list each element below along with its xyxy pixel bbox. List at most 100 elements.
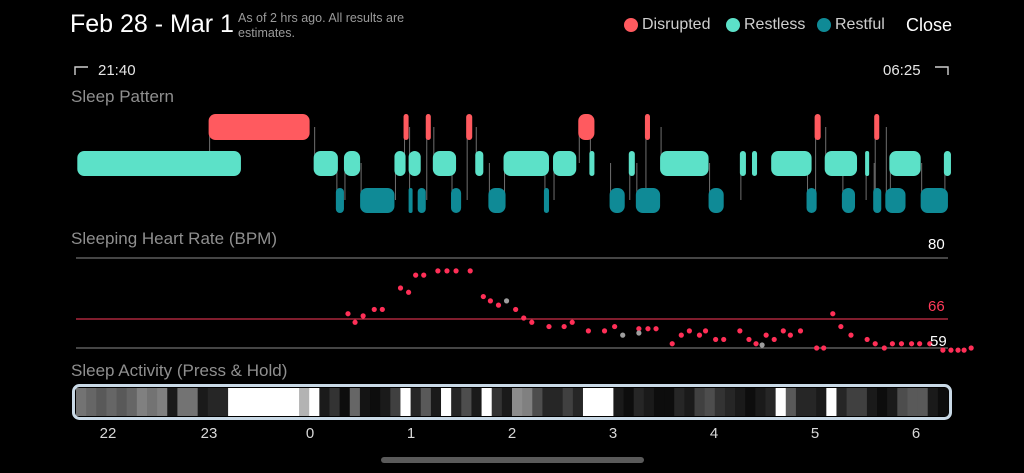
activity-cell bbox=[806, 388, 817, 416]
sleep-stage-restful bbox=[335, 188, 344, 213]
activity-cell bbox=[532, 388, 544, 416]
activity-cell bbox=[390, 388, 402, 416]
activity-cell bbox=[258, 388, 270, 416]
heart-rate-point-gray bbox=[759, 342, 765, 348]
activity-cell bbox=[167, 388, 178, 416]
legend-disrupted-label: Disrupted bbox=[642, 16, 711, 33]
sleep-stage-restless bbox=[660, 151, 709, 176]
activity-cell bbox=[745, 388, 756, 416]
heart-rate-point bbox=[678, 332, 684, 338]
activity-cell bbox=[593, 388, 604, 416]
max-hr-value: 80 bbox=[928, 236, 945, 253]
heart-rate-point bbox=[908, 341, 915, 347]
sleep-stage-restful bbox=[417, 188, 426, 213]
activity-cell bbox=[704, 388, 716, 416]
activity-cell bbox=[877, 388, 888, 416]
heart-rate-point bbox=[405, 289, 412, 295]
activity-cell bbox=[613, 388, 625, 416]
activity-cell bbox=[471, 388, 483, 416]
axis-tick-label: 22 bbox=[99, 425, 117, 442]
heart-rate-point bbox=[421, 272, 427, 278]
min-hr-value: 59 bbox=[930, 333, 947, 350]
heart-rate-point bbox=[636, 326, 642, 332]
heart-rate-point bbox=[968, 345, 974, 351]
activity-cell bbox=[755, 388, 767, 416]
axis-tick-label: 23 bbox=[200, 425, 218, 442]
activity-cell bbox=[816, 388, 827, 416]
heart-rate-point bbox=[753, 341, 759, 347]
axis-tick-label: 0 bbox=[305, 425, 315, 442]
heart-rate-point-gray bbox=[636, 330, 642, 336]
heart-rate-point bbox=[529, 319, 535, 325]
sleep-activity-title: Sleep Activity (Press & Hold) bbox=[71, 361, 288, 380]
activity-cell bbox=[765, 388, 777, 416]
heart-rate-point bbox=[955, 347, 961, 353]
activity-cell bbox=[664, 388, 675, 416]
activity-cell bbox=[887, 388, 898, 416]
activity-cell bbox=[542, 388, 554, 416]
heart-rate-title: Sleeping Heart Rate (BPM) bbox=[71, 229, 277, 248]
heart-rate-point bbox=[780, 328, 786, 334]
activity-cell bbox=[400, 388, 412, 416]
heart-rate-point bbox=[360, 313, 366, 319]
activity-cell bbox=[146, 388, 158, 416]
heart-rate-point-gray bbox=[503, 298, 510, 304]
heart-rate-chart bbox=[76, 257, 974, 353]
sleep-stage-disrupted bbox=[403, 114, 409, 140]
axis-tick-label: 6 bbox=[911, 425, 921, 442]
disrupted-dot-icon bbox=[624, 18, 638, 32]
heart-rate-point bbox=[645, 326, 651, 332]
heart-rate-point bbox=[940, 347, 946, 353]
activity-cell bbox=[582, 388, 594, 416]
activity-cell bbox=[572, 388, 584, 416]
heart-rate-point bbox=[864, 336, 870, 343]
activity-cell bbox=[268, 388, 280, 416]
sleep-stage-restful bbox=[543, 188, 549, 213]
home-indicator[interactable] bbox=[381, 457, 644, 463]
sleep-stage-disrupted bbox=[644, 114, 650, 140]
heart-rate-point bbox=[561, 323, 567, 330]
activity-cell bbox=[623, 388, 635, 416]
heart-rate-point bbox=[763, 332, 769, 338]
heart-rate-point bbox=[397, 285, 404, 291]
activity-cell bbox=[917, 388, 929, 416]
activity-cell bbox=[846, 388, 858, 416]
heart-rate-point bbox=[898, 341, 905, 347]
sleep-stage-restless bbox=[589, 151, 595, 176]
activity-cell bbox=[735, 388, 746, 416]
restful-dot-icon bbox=[817, 18, 831, 32]
sleep-stage-restful bbox=[609, 188, 625, 213]
heart-rate-point bbox=[814, 345, 820, 351]
activity-cell bbox=[309, 388, 320, 416]
sleep-stage-restless bbox=[628, 151, 635, 176]
activity-cell bbox=[217, 388, 229, 416]
sleep-stage-restless bbox=[889, 151, 921, 176]
heart-rate-point bbox=[881, 345, 887, 351]
sleep-stage-restless bbox=[751, 151, 758, 176]
activity-cell bbox=[684, 388, 696, 416]
heart-rate-point-gray bbox=[620, 332, 626, 338]
activity-cell bbox=[451, 388, 462, 416]
activity-cell bbox=[491, 388, 503, 416]
sleep-activity-bar[interactable] bbox=[72, 384, 952, 420]
sleep-stage-restless bbox=[943, 151, 951, 176]
activity-cell bbox=[380, 388, 391, 416]
legend-disrupted: Disrupted bbox=[624, 16, 710, 34]
activity-cell bbox=[359, 388, 371, 416]
sleep-stage-restless bbox=[394, 151, 406, 176]
sleep-stage-disrupted bbox=[466, 114, 473, 140]
heart-rate-point bbox=[653, 326, 659, 332]
sleep-stage-restful bbox=[920, 188, 948, 213]
activity-cell bbox=[96, 388, 108, 416]
heart-rate-point bbox=[379, 306, 385, 313]
heart-rate-point bbox=[917, 341, 923, 347]
activity-cell bbox=[136, 388, 148, 416]
heart-rate-point bbox=[345, 311, 351, 317]
close-button[interactable]: Close bbox=[906, 15, 953, 35]
activity-cell bbox=[785, 388, 797, 416]
sleep-stage-restful bbox=[873, 188, 882, 213]
activity-cell bbox=[562, 388, 574, 416]
activity-cell bbox=[633, 388, 645, 416]
sleep-pattern-chart[interactable] bbox=[0, 100, 1024, 225]
heart-rate-point bbox=[585, 328, 591, 334]
